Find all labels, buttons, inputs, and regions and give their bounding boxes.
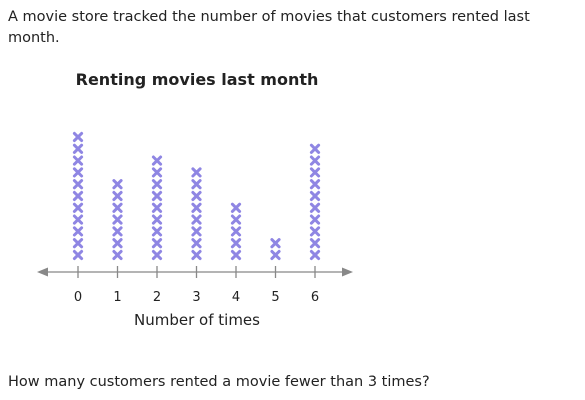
x-mark [191,167,202,178]
x-mark [270,238,281,249]
x-mark [112,214,123,225]
x-mark [191,202,202,213]
x-mark [151,190,163,202]
x-mark [112,179,123,190]
x-mark [270,249,281,261]
x-mark [72,214,84,225]
right-arrow-icon [342,267,353,277]
x-mark [72,238,84,249]
x-mark [112,202,123,213]
tick-label-4: 4 [232,290,240,305]
x-mark [112,238,123,249]
x-mark [151,155,163,166]
x-mark [72,202,84,213]
chart-title: Renting movies last month [76,70,319,89]
tick-label-1: 1 [113,290,121,305]
x-mark [112,190,123,202]
x-mark [309,179,321,190]
x-mark [309,190,321,202]
x-mark [309,155,321,166]
x-mark [72,179,84,190]
tick-label-3: 3 [192,290,200,305]
x-mark [151,238,163,249]
x-mark [151,202,163,213]
tick-marks: 0 1 2 3 4 5 6 [74,266,319,305]
x-mark [309,214,321,225]
x-mark [191,179,202,190]
x-mark [112,249,123,261]
x-mark [230,238,242,249]
x-mark [151,179,163,190]
x-axis-label: Number of times [134,311,260,329]
x-mark [230,214,242,225]
x-mark [72,249,84,261]
x-mark [309,249,321,261]
x-mark [151,214,163,225]
x-mark [112,226,123,237]
left-arrow-icon [37,267,48,277]
x-mark [72,131,84,143]
x-mark [309,143,321,154]
x-mark [151,167,163,178]
x-mark [72,226,84,237]
x-mark [191,226,202,237]
x-mark [309,202,321,213]
x-mark [309,238,321,249]
tick-label-6: 6 [311,290,319,305]
x-mark [151,226,163,237]
dot-marks [72,131,321,261]
x-mark [72,155,84,166]
x-mark [230,202,242,213]
tick-label-0: 0 [74,290,82,305]
problem-intro: A movie store tracked the number of movi… [8,9,530,46]
problem-question: How many customers rented a movie fewer … [8,374,430,390]
x-mark [191,249,202,261]
x-mark [230,249,242,261]
x-mark [191,214,202,225]
x-mark [191,190,202,202]
tick-label-5: 5 [271,290,279,305]
number-line [37,267,353,277]
x-mark [72,167,84,178]
x-mark [72,143,84,154]
x-mark [230,226,242,237]
x-mark [72,190,84,202]
x-mark [151,249,163,261]
x-mark [309,167,321,178]
x-mark [309,226,321,237]
x-mark [191,238,202,249]
tick-label-2: 2 [153,290,161,305]
